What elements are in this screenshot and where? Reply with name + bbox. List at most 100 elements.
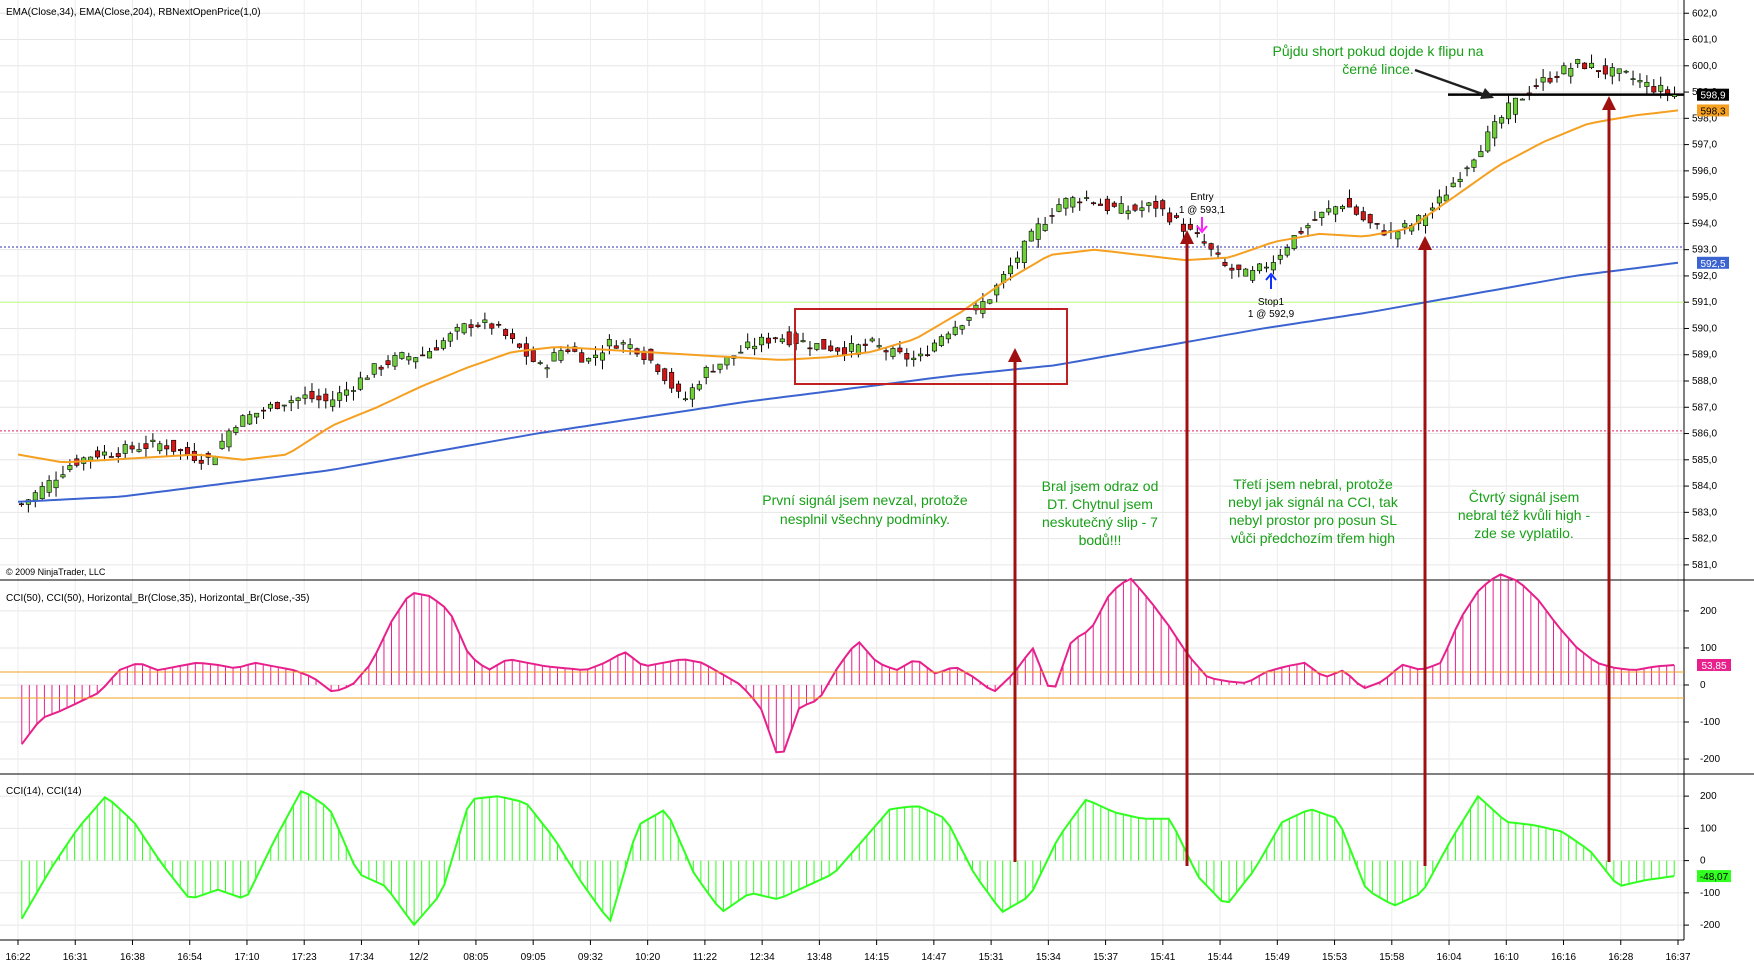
candle-body xyxy=(178,449,184,452)
entry-marker[interactable]: Entry 1 @ 593,1 xyxy=(1179,192,1226,234)
x-tick-label: 10:20 xyxy=(635,952,660,963)
candle-body xyxy=(703,367,709,378)
candle-body xyxy=(1077,201,1083,204)
candle-body xyxy=(1008,265,1014,275)
candle-body xyxy=(1623,70,1629,73)
candle-body xyxy=(1519,98,1525,101)
candle-body xyxy=(489,323,495,329)
x-tick-label: 16:31 xyxy=(63,952,88,963)
candle-body xyxy=(1257,263,1263,272)
candle-body xyxy=(357,377,363,390)
price-panel[interactable] xyxy=(0,54,1684,513)
candle-body xyxy=(1104,198,1110,211)
candle-body xyxy=(945,333,951,340)
candle-body xyxy=(1665,89,1671,94)
candle-body xyxy=(814,343,820,350)
y-tick-label: 581,0 xyxy=(1692,560,1717,571)
price-label-box xyxy=(1697,88,1729,101)
candle-body xyxy=(1118,203,1124,214)
candle-body xyxy=(1651,86,1657,93)
copyright-label: © 2009 NinjaTrader, LLC xyxy=(6,567,106,577)
candle-body xyxy=(1568,67,1574,77)
y-tick-label: 585,0 xyxy=(1692,455,1717,466)
y-tick-label: 587,0 xyxy=(1692,402,1717,413)
y-tick-label: 598,0 xyxy=(1692,113,1717,124)
candle-body xyxy=(1429,207,1435,211)
candle-body xyxy=(1492,121,1498,139)
price-label-box xyxy=(1697,256,1729,269)
cci14-panel[interactable] xyxy=(20,790,1675,927)
candle-body xyxy=(233,427,239,433)
candle-body xyxy=(1512,97,1518,115)
candle-body xyxy=(1423,215,1429,226)
candle-body xyxy=(427,351,433,359)
entry-arrow-icon xyxy=(1196,217,1208,234)
candle-body xyxy=(330,399,336,407)
candle-body xyxy=(966,317,972,321)
candle-body xyxy=(143,443,149,449)
x-tick-label: 17:34 xyxy=(349,952,374,963)
candle-body xyxy=(240,415,246,427)
candle-body xyxy=(1146,202,1152,206)
candle-body xyxy=(807,347,813,350)
candle-body xyxy=(1035,223,1041,240)
candle-body xyxy=(696,384,702,390)
y-tick-label: 589,0 xyxy=(1692,350,1717,361)
candle-body xyxy=(1208,243,1214,250)
candle-body xyxy=(1443,194,1449,202)
y-tick-label: 583,0 xyxy=(1692,507,1717,518)
candle-body xyxy=(1575,59,1581,65)
candle-body xyxy=(1125,210,1131,214)
candle-body xyxy=(848,343,854,352)
signal-arrowhead-icon xyxy=(1008,348,1022,362)
candle-body xyxy=(129,445,135,450)
candle-body xyxy=(1360,211,1366,221)
stop-label: Stop1 xyxy=(1258,297,1285,308)
x-tick-label: 09:05 xyxy=(521,952,546,963)
candle-body xyxy=(1174,215,1180,218)
candle-body xyxy=(191,450,197,461)
y-axis: 581,0 582,0 583,0 584,0 585,0 586,0 587,0 588,0… xyxy=(1684,8,1731,931)
price-label: 592,5 xyxy=(1700,259,1725,270)
y-tick-label: 588,0 xyxy=(1692,376,1717,387)
candle-body xyxy=(274,401,280,410)
y-tick-label: 594,0 xyxy=(1692,218,1717,229)
candle-body xyxy=(420,354,426,357)
candle-body xyxy=(918,353,924,357)
x-tick-label: 11:22 xyxy=(693,952,718,963)
x-tick-label: 16:22 xyxy=(5,952,30,963)
stop-detail: 1 @ 592,9 xyxy=(1248,309,1295,320)
x-tick-label: 09:32 xyxy=(578,952,603,963)
note-third-signal-line3: nebyl prostor pro posun SL xyxy=(1229,512,1397,528)
candle-body xyxy=(281,404,287,407)
candle-body xyxy=(413,357,419,363)
candle-body xyxy=(593,354,599,358)
x-tick-label: 08:05 xyxy=(463,952,488,963)
candle-body xyxy=(468,324,474,328)
candle-body xyxy=(1554,75,1560,78)
candle-body xyxy=(662,368,668,381)
candle-body xyxy=(399,352,405,359)
candle-body xyxy=(247,414,253,425)
candle-body xyxy=(710,370,716,373)
note-second-signal-line1: Bral jsem odraz od xyxy=(1042,478,1159,494)
cci50-panel[interactable] xyxy=(0,573,1684,754)
x-tick-label: 16:10 xyxy=(1494,952,1519,963)
candle-body xyxy=(1582,62,1588,70)
stop-marker[interactable]: Stop1 1 @ 592,9 xyxy=(1248,272,1295,320)
y-tick-label: 200 xyxy=(1700,606,1717,617)
x-tick-label: 16:38 xyxy=(120,952,145,963)
candle-body xyxy=(1187,224,1193,230)
candle-body xyxy=(1630,78,1636,81)
price-panel-title: EMA(Close,34), EMA(Close,204), RBNextOpe… xyxy=(6,7,261,18)
note-pointer-arrowhead-icon xyxy=(1480,88,1494,99)
candle-body xyxy=(1263,266,1269,269)
candle-body xyxy=(579,352,585,363)
candle-body xyxy=(1402,223,1408,228)
candle-body xyxy=(1561,65,1567,75)
y-tick-label: -200 xyxy=(1700,920,1720,931)
candle-body xyxy=(261,409,267,412)
y-tick-label: 0 xyxy=(1700,680,1706,691)
note-second-signal-line2: DT. Chytnul jsem xyxy=(1047,496,1153,512)
